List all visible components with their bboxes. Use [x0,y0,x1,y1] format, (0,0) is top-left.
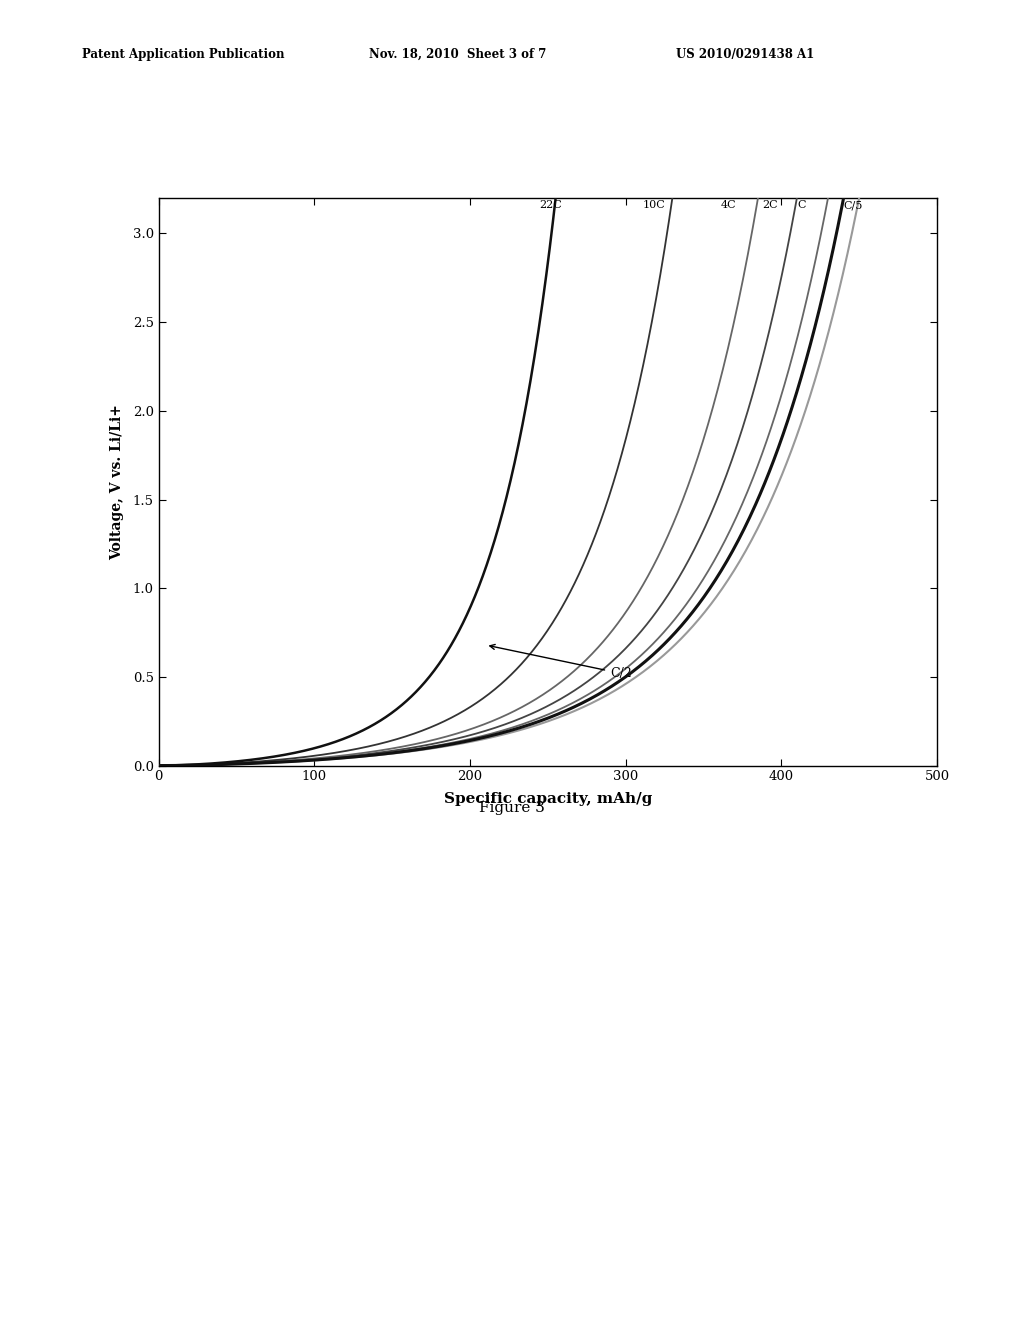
Text: US 2010/0291438 A1: US 2010/0291438 A1 [676,48,814,61]
Text: Nov. 18, 2010  Sheet 3 of 7: Nov. 18, 2010 Sheet 3 of 7 [369,48,546,61]
Text: 22C: 22C [540,201,562,210]
Text: C/2: C/2 [489,644,632,680]
Text: C: C [798,201,806,210]
Y-axis label: Voltage, V vs. Li/Li+: Voltage, V vs. Li/Li+ [111,404,124,560]
Text: 2C: 2C [763,201,778,210]
Text: 4C: 4C [721,201,736,210]
X-axis label: Specific capacity, mAh/g: Specific capacity, mAh/g [443,792,652,805]
Text: 10C: 10C [642,201,665,210]
Text: Figure 3: Figure 3 [479,801,545,814]
Text: Patent Application Publication: Patent Application Publication [82,48,285,61]
Text: C/5: C/5 [843,201,862,210]
